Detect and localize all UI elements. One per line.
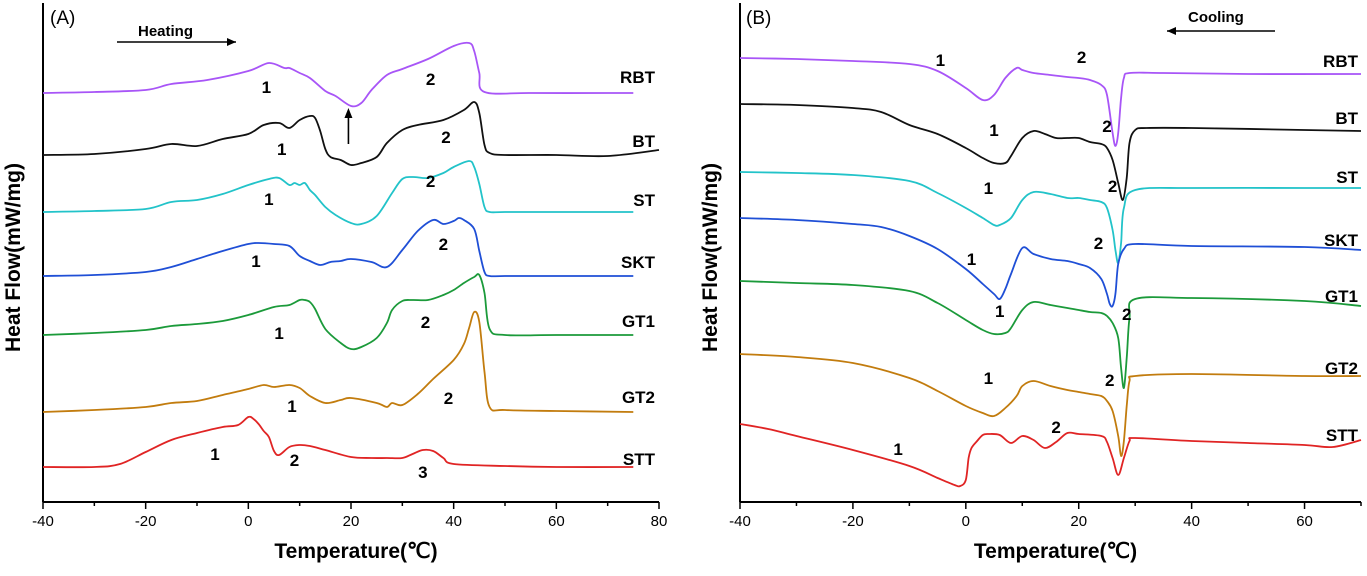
peak-label: 1 xyxy=(989,121,998,140)
peak-label: 1 xyxy=(251,252,260,271)
arrow-head xyxy=(1167,27,1176,35)
peak-label: 1 xyxy=(262,78,271,97)
peak-label: 2 xyxy=(1102,117,1111,136)
peak-label: 1 xyxy=(936,51,945,70)
x-tick-label: 20 xyxy=(343,513,360,530)
series-label-stt: STT xyxy=(623,450,656,469)
arrow-head xyxy=(227,38,236,46)
x-tick-label: 80 xyxy=(651,513,668,530)
series-label-rbt: RBT xyxy=(1323,52,1359,71)
peak-label: 3 xyxy=(418,463,427,482)
x-tick-label: 40 xyxy=(445,513,462,530)
series-label-skt: SKT xyxy=(621,253,656,272)
panel-b-cooling: -40 -20 0 20 40 60 Temperature(℃) Heat Flow(mW/… xyxy=(699,3,1362,563)
peak-label: 2 xyxy=(1094,234,1103,253)
series-line-stt xyxy=(739,423,1362,488)
peak-label: 1 xyxy=(995,302,1004,321)
peak-label: 1 xyxy=(287,397,296,416)
series-line-rbt xyxy=(42,41,634,108)
series-label-bt: BT xyxy=(632,132,655,151)
peak-label: 1 xyxy=(984,369,993,388)
series-label-gt1: GT1 xyxy=(1325,287,1358,306)
peak-label: 2 xyxy=(439,235,448,254)
direction-label: Heating xyxy=(138,23,193,40)
x-tick-label: 0 xyxy=(962,513,970,530)
series-line-st xyxy=(739,171,1361,264)
series-label-stt: STT xyxy=(1326,426,1359,445)
panel-a-heating: -40 -20 0 20 40 60 80 Temperature(℃) Heat Flow(m… xyxy=(2,3,667,563)
series-line-gt1 xyxy=(739,280,1362,389)
y-axis-title: Heat Flow(mW/mg) xyxy=(2,163,25,352)
peak-label: 2 xyxy=(441,128,450,147)
x-tick-label: -20 xyxy=(135,513,157,530)
peak-label: 1 xyxy=(210,445,219,464)
x-tick-label: -40 xyxy=(32,513,54,530)
series-line-skt xyxy=(739,217,1362,308)
annotation-arrow-head xyxy=(344,108,353,118)
series-label-st: ST xyxy=(633,191,655,210)
series-label-gt2: GT2 xyxy=(622,388,655,407)
x-tick-label: 0 xyxy=(244,513,252,530)
series-line-skt xyxy=(42,217,634,278)
peak-label: 2 xyxy=(1077,48,1086,67)
direction-label: Cooling xyxy=(1188,9,1244,26)
peak-label: 2 xyxy=(1122,305,1131,324)
panel-label: (A) xyxy=(50,8,75,29)
peak-label: 1 xyxy=(274,324,283,343)
peak-label: 1 xyxy=(264,190,273,209)
x-tick-label: 60 xyxy=(548,513,565,530)
series-label-skt: SKT xyxy=(1324,231,1359,250)
peak-label: 2 xyxy=(1108,177,1117,196)
series-line-gt1 xyxy=(42,273,634,351)
peak-label: 2 xyxy=(426,70,435,89)
peak-label: 2 xyxy=(290,451,299,470)
peak-label: 2 xyxy=(444,389,453,408)
series-label-st: ST xyxy=(1336,168,1358,187)
y-axis-title: Heat Flow(mW/mg) xyxy=(699,163,722,352)
series-line-bt xyxy=(42,101,660,167)
x-tick-label: 60 xyxy=(1296,513,1313,530)
peak-label: 1 xyxy=(893,440,902,459)
x-axis-title: Temperature(℃) xyxy=(974,540,1137,563)
series-label-bt: BT xyxy=(1335,109,1358,128)
panel-label: (B) xyxy=(746,8,771,29)
series-label-rbt: RBT xyxy=(620,68,656,87)
peak-label: 2 xyxy=(1105,371,1114,390)
x-tick-label: 20 xyxy=(1070,513,1087,530)
x-tick-label: -40 xyxy=(729,513,751,530)
peak-label: 2 xyxy=(1051,418,1060,437)
series-line-gt2 xyxy=(739,353,1362,457)
peak-label: 1 xyxy=(277,140,286,159)
series-line-bt xyxy=(739,103,1362,201)
series-label-gt1: GT1 xyxy=(622,312,655,331)
series-line-stt xyxy=(42,415,634,469)
peak-label: 1 xyxy=(967,250,976,269)
x-tick-label: 40 xyxy=(1183,513,1200,530)
series-line-gt2 xyxy=(42,310,634,413)
series-line-rbt xyxy=(739,57,1362,147)
series-label-gt2: GT2 xyxy=(1325,359,1358,378)
x-tick-label: -20 xyxy=(842,513,864,530)
peak-label: 1 xyxy=(984,179,993,198)
series-line-st xyxy=(42,160,634,226)
peak-label: 2 xyxy=(426,172,435,191)
x-axis-title: Temperature(℃) xyxy=(274,540,437,563)
peak-label: 2 xyxy=(421,313,430,332)
